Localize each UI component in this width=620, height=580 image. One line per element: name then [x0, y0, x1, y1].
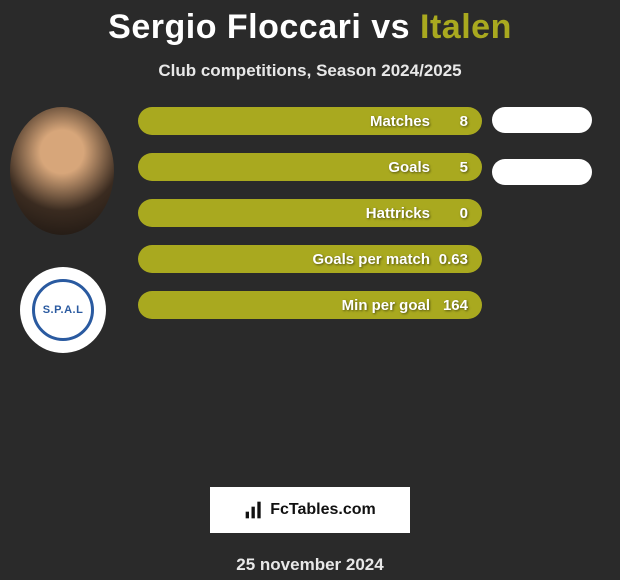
stat-label: Hattricks — [366, 205, 430, 222]
player1-avatar — [10, 107, 114, 235]
stat-label: Min per goal — [342, 297, 430, 314]
stat-value: 0 — [434, 205, 468, 222]
player2-column — [492, 107, 612, 211]
club-badge-text: S.P.A.L — [32, 279, 94, 341]
stat-value: 164 — [434, 297, 468, 314]
stats-bars: Matches 8 Goals 5 Hattricks 0 Goals per … — [138, 107, 482, 337]
bars-icon — [244, 500, 264, 520]
stat-bar: Goals per match 0.63 — [138, 245, 482, 273]
brand-box: FcTables.com — [210, 487, 410, 533]
stat-label: Goals per match — [312, 251, 430, 268]
player2-name: Italen — [420, 8, 512, 46]
brand-text: FcTables.com — [270, 501, 376, 519]
title-vs: vs — [371, 8, 410, 46]
stat-value: 8 — [434, 113, 468, 130]
stat-value: 0.63 — [434, 251, 468, 268]
player1-club-badge: S.P.A.L — [20, 267, 106, 353]
subtitle: Club competitions, Season 2024/2025 — [0, 61, 620, 81]
stat-label: Matches — [370, 113, 430, 130]
stat-bar: Goals 5 — [138, 153, 482, 181]
comparison-panel: S.P.A.L Matches 8 Goals 5 Hattricks 0 Go… — [0, 107, 620, 467]
player1-column: S.P.A.L — [8, 107, 128, 353]
stat-value: 5 — [434, 159, 468, 176]
player2-stat-pill — [492, 159, 592, 185]
player2-stat-pill — [492, 107, 592, 133]
date-text: 25 november 2024 — [0, 555, 620, 575]
player1-name: Sergio Floccari — [108, 8, 361, 46]
stat-bar: Min per goal 164 — [138, 291, 482, 319]
stat-bar: Matches 8 — [138, 107, 482, 135]
stat-bar: Hattricks 0 — [138, 199, 482, 227]
page-title: Sergio Floccari vs Italen — [0, 0, 620, 47]
stat-label: Goals — [388, 159, 430, 176]
